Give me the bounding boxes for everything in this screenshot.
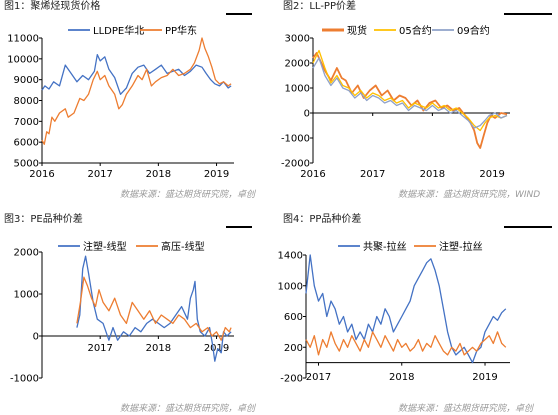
chart1-ytick-5: 10000 (7, 54, 39, 65)
chart2-caption: 图2：LL-PP价差 (283, 1, 356, 12)
chart4-ytick-4: 1400 (278, 251, 303, 262)
chart2-source: 数据来源：盛达期货研究院，WIND (398, 190, 541, 200)
chart4-xtick-2: 2019 (472, 372, 497, 383)
chart1-legend-label-0: LLDPE华北 (93, 24, 144, 37)
chart2-series-1-line (312, 49, 508, 132)
chart2-xtick-3: 2019 (479, 169, 504, 180)
chart2-top-rule (504, 13, 552, 15)
chart2-ytick-5: 3000 (285, 34, 310, 45)
chart1-source: 数据来源：盛达期货研究院，卓创 (120, 190, 256, 200)
chart2-ytick-1: -1000 (281, 134, 310, 145)
chart4-source: 数据来源：盛达期货研究院，卓创 (398, 404, 534, 414)
chart4-top-rule (504, 226, 552, 228)
chart4-series-0-line (305, 254, 507, 364)
chart2-series-0-line (312, 52, 508, 149)
chart3-caption: 图3：PE品种价差 (4, 214, 83, 225)
chart2-legend-label-1: 05合约 (399, 24, 432, 37)
chart1-top-rule (226, 13, 252, 15)
chart4-ytick-1: 200 (284, 343, 303, 354)
chart1-xtick-3: 2019 (204, 169, 229, 180)
chart1-xtick-0: 2016 (29, 169, 54, 180)
chart3-source: 数据来源：盛达期货研究院，卓创 (120, 404, 256, 414)
chart4-legend-label-0: 共聚-拉丝 (363, 240, 407, 253)
chart3-ytick-1: 0 (33, 332, 39, 343)
chart3-ytick-0: -1000 (10, 374, 39, 385)
chart2-ytick-4: 2000 (285, 59, 310, 70)
chart4-ytick-2: 600 (284, 312, 303, 323)
chart1-ytick-4: 9000 (14, 75, 39, 86)
chart2-ytick-0: -2000 (281, 159, 310, 170)
chart4-xtick-1: 2018 (389, 372, 414, 383)
chart2-legend-label-2: 09合约 (457, 24, 490, 37)
chart4-xtick-0: 2017 (306, 372, 331, 383)
chart4-ytick-0: -200 (280, 374, 303, 385)
chart1-series-0-line (41, 54, 232, 95)
chart3-legend-label-1: 高压-线型 (161, 240, 205, 253)
chart1-ytick-6: 11000 (7, 34, 39, 45)
chart3-ytick-2: 1000 (14, 290, 39, 301)
chart1-legend-label-1: PP华东 (165, 24, 197, 37)
chart4-caption: 图4：PP品种价差 (283, 214, 362, 225)
chart4-ytick-3: 1000 (278, 281, 303, 292)
chart2-xtick-1: 2017 (360, 169, 385, 180)
chart3-xtick-1: 2018 (146, 343, 171, 354)
chart2-ytick-2: 0 (304, 109, 310, 120)
chart2-xtick-2: 2018 (420, 169, 445, 180)
chart2-legend-label-0: 现货 (347, 24, 367, 37)
chart1-ytick-0: 5000 (14, 159, 39, 170)
chart3-series-1-line (76, 276, 232, 341)
chart4-legend-label-1: 注塑-拉丝 (439, 240, 483, 253)
chart1-xtick-1: 2017 (87, 169, 112, 180)
chart2-xtick-0: 2016 (300, 169, 325, 180)
chart2-series-2-line (312, 57, 508, 129)
chart3-xtick-0: 2017 (87, 343, 112, 354)
chart1-series-1-line (41, 37, 232, 145)
chart4-series-1-line (305, 331, 507, 356)
chart1-ytick-2: 7000 (14, 117, 39, 128)
chart1-ytick-1: 6000 (14, 138, 39, 149)
chart3-legend-label-0: 注塑-线型 (83, 240, 127, 253)
chart3-series-0-line (76, 255, 232, 362)
chart1-caption: 图1：聚烯烃现货价格 (4, 1, 101, 12)
chart3-top-rule (226, 226, 252, 228)
chart1-ytick-3: 8000 (14, 96, 39, 107)
chart3-xtick-2: 2019 (204, 343, 229, 354)
chart3-ytick-3: 2000 (14, 248, 39, 259)
chart2-ytick-3: 1000 (285, 84, 310, 95)
chart1-xtick-2: 2018 (146, 169, 171, 180)
